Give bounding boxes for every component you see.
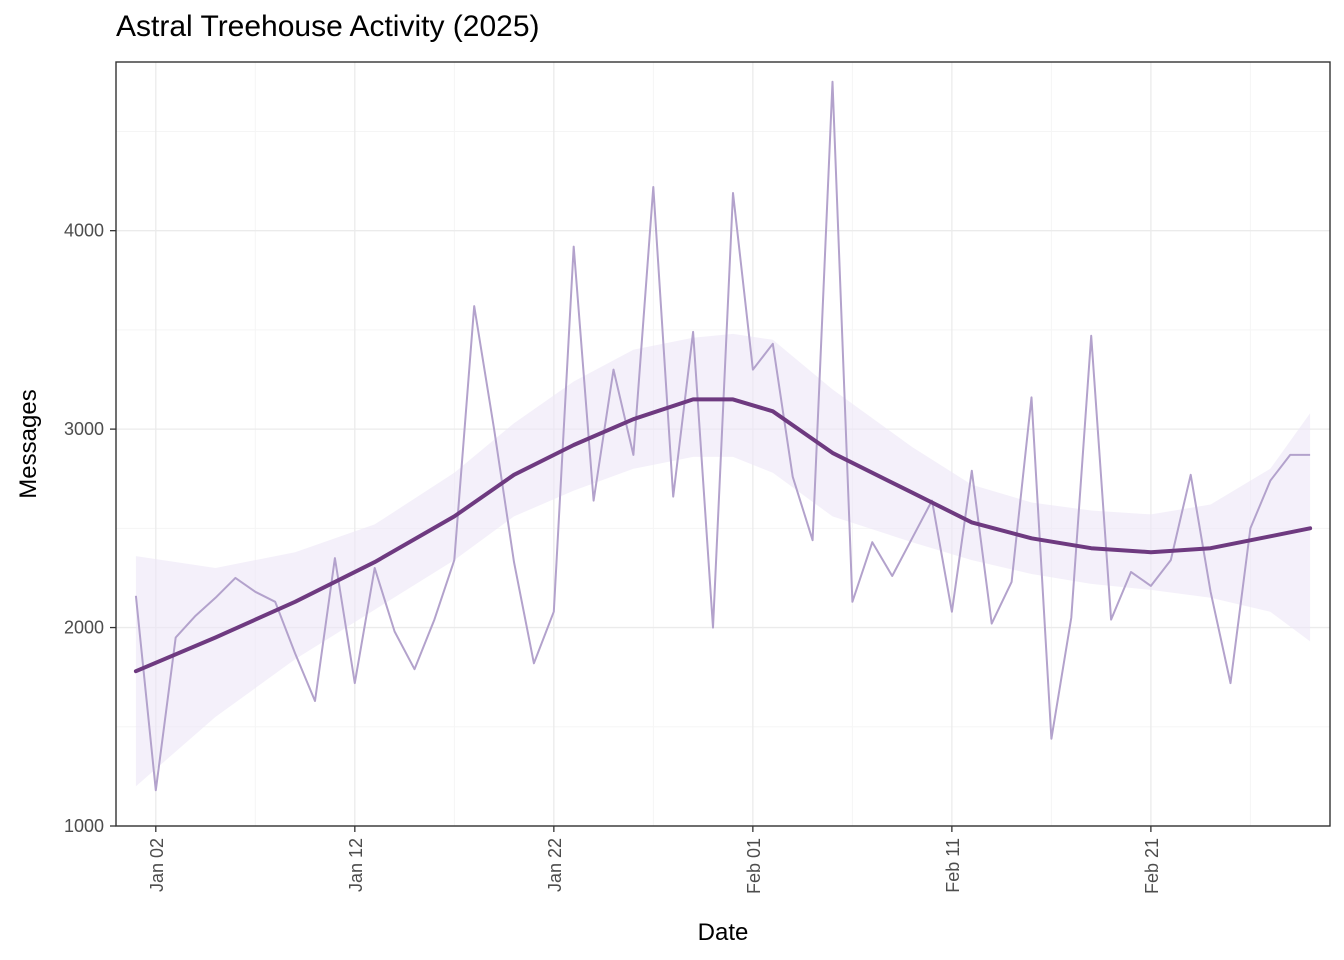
- x-tick-label: Feb 01: [744, 838, 764, 894]
- minor-gridlines: [116, 62, 1330, 826]
- plot-panel-border: [115, 61, 1331, 827]
- y-tick-label: 4000: [64, 221, 104, 241]
- y-tick-label: 3000: [64, 419, 104, 439]
- x-axis-title: Date: [698, 919, 749, 946]
- y-tick-label: 2000: [64, 618, 104, 638]
- y-axis-ticks: 1000 2000 3000 4000: [64, 221, 116, 836]
- y-tick-label: 1000: [64, 816, 104, 836]
- smooth-trend-line: [133, 397, 1313, 674]
- x-tick-label: Jan 22: [545, 838, 565, 892]
- chart-title: Astral Treehouse Activity (2025): [116, 10, 540, 43]
- x-tick-label: Jan 12: [346, 838, 366, 892]
- x-tick-label: Feb 11: [943, 838, 963, 893]
- y-axis-title: Messages: [15, 389, 42, 498]
- x-tick-label: Feb 21: [1142, 838, 1162, 894]
- x-axis-ticks: Jan 02 Jan 12 Jan 22 Feb 01 Feb 11 Feb 21: [147, 826, 1162, 894]
- x-tick-label: Jan 02: [147, 838, 167, 892]
